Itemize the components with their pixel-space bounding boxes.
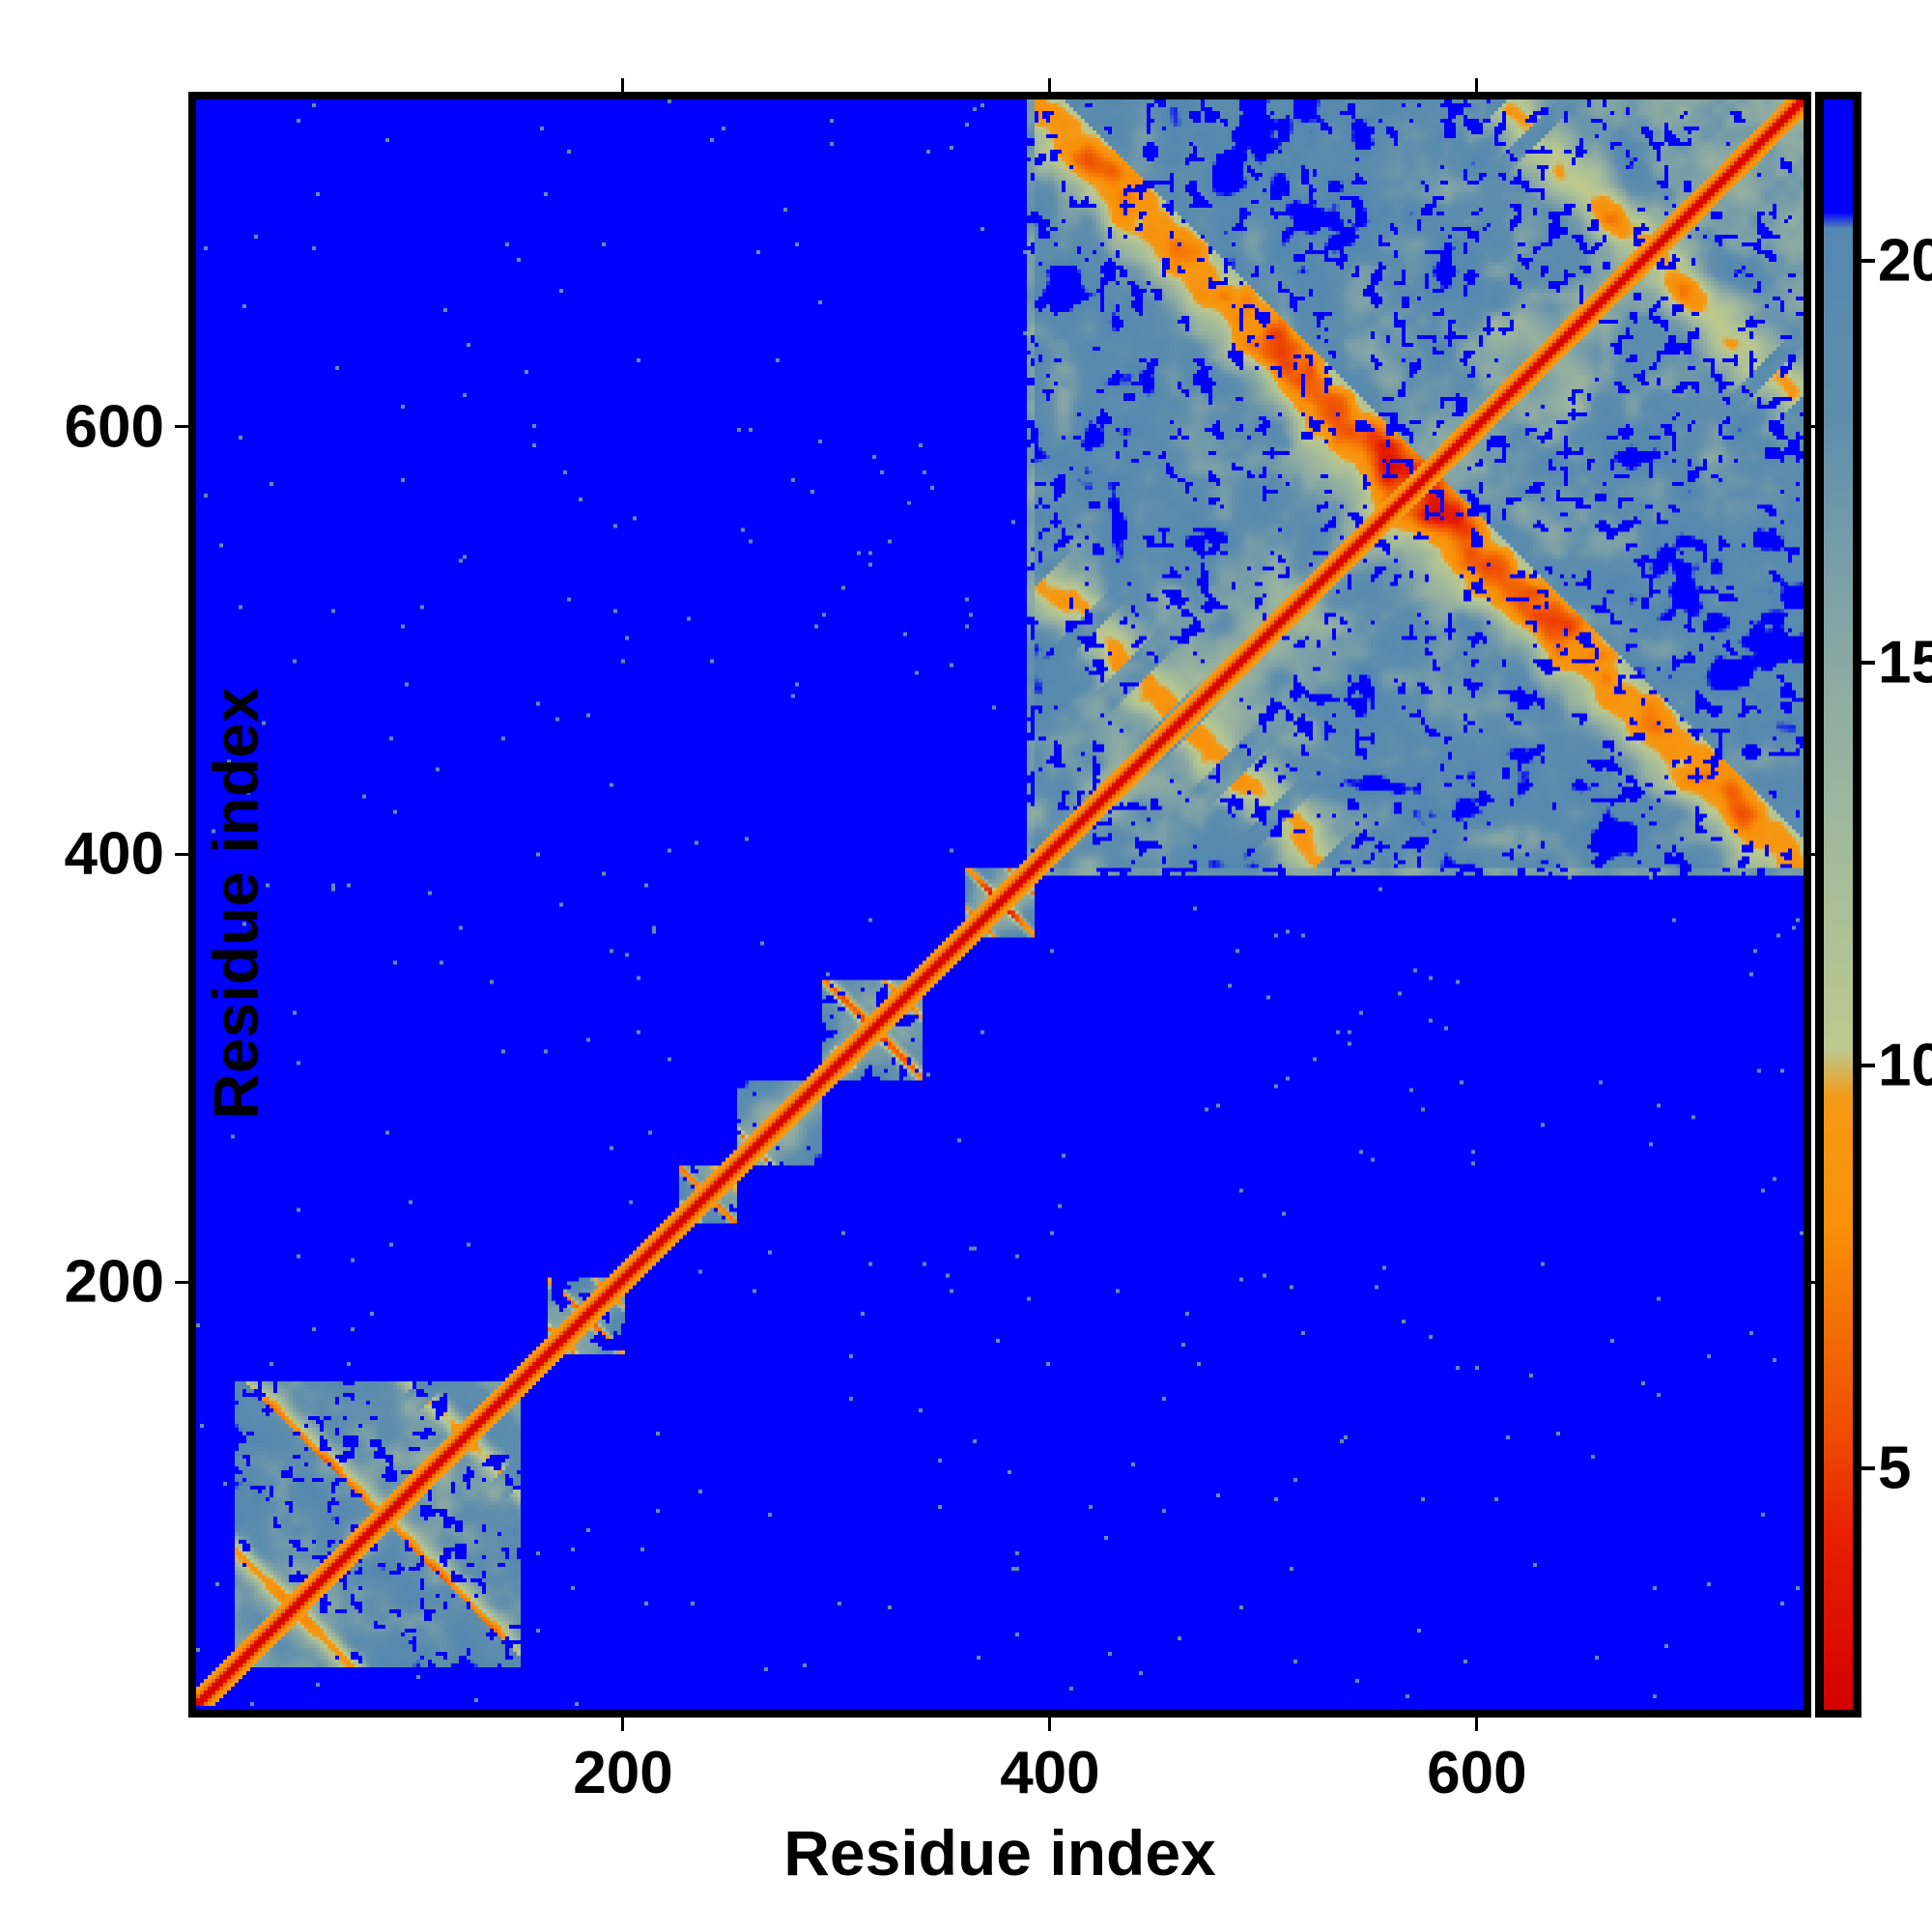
colorbar-tick [1861, 661, 1875, 666]
colorbar-tick [1861, 1064, 1875, 1068]
y-axis-tick-label: 600 [64, 393, 164, 461]
x-axis-tick-label: 600 [1427, 1740, 1527, 1806]
colorbar-tick [1861, 1465, 1875, 1470]
x-axis-tick-label: 200 [573, 1740, 673, 1806]
y-axis-tick-label: 400 [64, 820, 164, 888]
x-axis-tick-label: 400 [1000, 1740, 1100, 1806]
y-axis-tick-label: 200 [64, 1248, 164, 1316]
y-axis-label: Residue index [199, 687, 271, 1120]
y-axis-tick [175, 1280, 188, 1284]
y-axis-tick [175, 425, 188, 429]
plot-frame [188, 92, 1811, 1718]
colorbar-tick-label: 5 [1878, 1435, 1912, 1502]
x-axis-tick [1475, 1718, 1479, 1731]
colorbar-tick-label: 15 [1878, 629, 1932, 696]
colorbar-tick-label: 10 [1878, 1032, 1932, 1099]
x-axis-tick-top [1475, 78, 1479, 92]
x-axis-label: Residue index [783, 1817, 1216, 1889]
colorbar-frame [1815, 92, 1861, 1718]
y-axis-tick [175, 852, 188, 856]
x-axis-tick-top [1048, 78, 1052, 92]
x-axis-tick [621, 1718, 625, 1731]
distance-matrix-heatmap [196, 99, 1804, 1710]
colorbar-gradient [1824, 99, 1853, 1710]
heatmap-plot-area[interactable] [196, 99, 1804, 1710]
x-axis-tick-top [621, 78, 625, 92]
colorbar-tick [1861, 258, 1875, 263]
x-axis-tick [1048, 1718, 1052, 1731]
colorbar-tick-label: 20 [1878, 227, 1932, 295]
